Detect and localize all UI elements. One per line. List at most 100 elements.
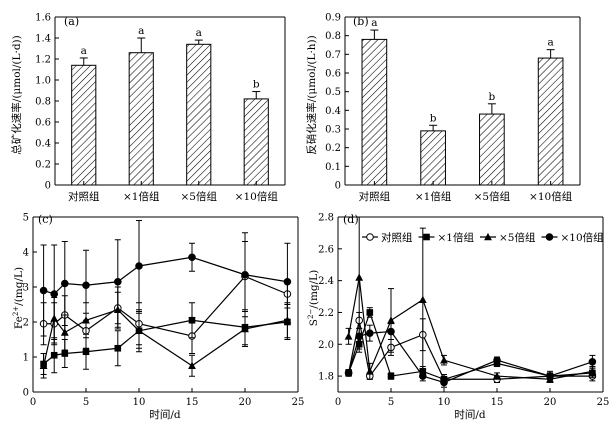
b-bar [361,38,388,186]
c-ytick-label: 4 [23,248,29,259]
d-data-point [366,309,374,316]
d-data-point [365,367,374,375]
legend-label: ×5倍组 [499,231,536,244]
a-bar [71,64,97,186]
c-data-point [283,277,292,286]
c-series-line [43,309,288,367]
d-series-line [348,320,593,380]
c-ytick-label: 0 [23,388,29,399]
c-xtick-label: 5 [83,397,89,408]
d-data-point [344,369,353,377]
d-data-point [546,372,554,380]
a-significance-label: a [138,25,144,37]
d-xtick-label: 5 [388,397,394,408]
d-xtick-label: 15 [491,397,504,408]
c-series-line [43,256,288,295]
panel-c-fe-concentration: (c) Fe2+/(mg/L) 0 1 2 3 4 5 0 5 10 15 20 25 时间/d [12,213,304,422]
a-significance-label: a [196,27,202,39]
legend-label: 对照组 [381,231,413,244]
c-xtick-label: 15 [186,397,199,408]
c-xtick-label: 20 [239,397,252,408]
c-ytick-label: 2 [23,318,29,329]
b-ytick-label: 0.9 [325,13,341,24]
d-data-point [387,372,395,380]
d-series-line [348,310,593,380]
a-ytick-label: 1.0 [35,76,51,87]
c-xtick-label: 0 [30,397,36,408]
panel-a-y-axis-title: 总矿化速率/(μmol/(L·d)) [10,35,23,154]
b-ytick-label: 0 [335,181,341,192]
c-series-3 [39,220,292,344]
a-category-label: ×10倍组 [235,190,279,203]
panel-a-label: (a) [64,15,79,28]
b-ytick-label: 0.2 [325,143,341,154]
c-data-point [135,262,143,270]
c-data-point [188,316,196,324]
d-data-point [493,356,501,364]
c-data-point [39,361,48,370]
legend-marker [484,232,492,241]
legend-marker [423,233,430,241]
a-ytick-label: 0.6 [35,118,51,129]
panel-c-y-title-sup: 2+ [12,306,20,316]
d-data-point [355,273,364,281]
b-significance-label: a [371,17,377,29]
d-xtick-label: 20 [544,397,557,408]
d-data-point [387,327,395,336]
a-bar [128,52,154,186]
panel-c-label: (c) [38,213,53,226]
a-ytick-label: 0 [45,181,51,192]
b-category-label: ×1倍组 [415,190,452,203]
b-significance-label: b [430,112,437,124]
a-significance-label: a [81,45,87,57]
c-data-point [61,279,69,288]
c-data-point [188,361,196,370]
a-bar [186,43,212,186]
d-data-point [419,372,427,380]
d-ytick-label: 1.8 [318,372,334,383]
c-data-point [82,281,90,290]
panel-b-label: (b) [353,15,369,28]
a-ytick-label: 0.2 [35,160,51,171]
c-data-point [114,277,122,286]
c-data-point [135,326,143,335]
panel-d-y-axis-title: S2−/(mg/L) [307,270,320,326]
d-ytick-label: 2.2 [318,308,334,319]
legend-marker [366,233,374,241]
b-ytick-label: 0.6 [325,69,341,80]
b-bar [479,113,505,186]
c-series-2 [39,291,292,379]
d-data-point [493,371,501,380]
c-xtick-label: 10 [133,397,146,408]
d-series-3 [344,323,597,388]
c-ytick-label: 3 [23,283,29,294]
d-series-1 [345,307,596,385]
a-ytick-label: 1.2 [35,55,51,66]
a-significance-label: b [253,79,260,91]
a-category-label: 对照组 [68,190,100,203]
panel-b-denitrification: (b) 反硝化速率/(μmol/(L·h)) 0 0.1 0.2 0.3 0.4 0.5 0… [305,13,581,203]
panel-d-s-concentration: (d) S2−/(mg/L) 1.8 2.0 2.2 2.4 2.6 2.8 0 5 10 15 2… [307,213,609,422]
a-ytick-label: 0.8 [35,97,51,108]
legend-label: ×1倍组 [438,231,475,244]
c-data-point [50,290,59,298]
b-bar [420,130,446,186]
c-data-point [82,348,90,356]
b-ytick-label: 0.8 [325,31,341,42]
d-ytick-label: 2.4 [318,276,334,287]
b-category-label: 对照组 [359,190,391,203]
a-bar [243,98,269,186]
d-data-point [588,357,597,366]
a-ytick-label: 0.4 [35,139,51,150]
d-data-point [344,332,353,340]
panel-d-legend: 对照组 ×1倍组 ×5倍组 ×10倍组 [362,231,604,244]
d-data-point [366,329,374,337]
a-ytick-label: 1.6 [35,13,51,24]
panel-d-y-title-sup: 2− [307,309,315,319]
d-ytick-label: 2.0 [318,340,334,351]
b-ytick-label: 0.7 [325,50,341,61]
d-xtick-label: 25 [597,397,610,408]
b-bar [537,57,564,186]
c-data-point [241,324,249,333]
